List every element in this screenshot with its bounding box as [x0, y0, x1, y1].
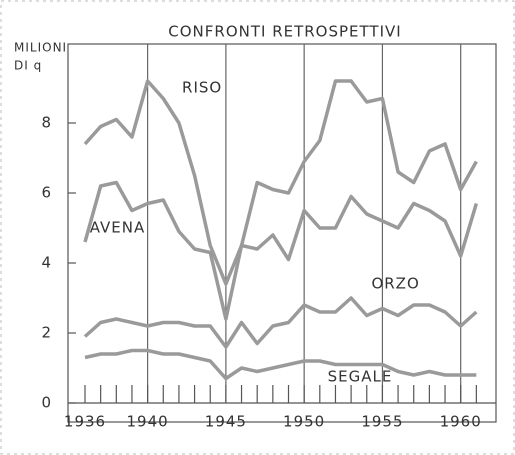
series-line: [84, 348, 477, 381]
series-label: AVENA: [90, 219, 146, 237]
series-line: [83, 79, 478, 286]
plot-frame: [67, 43, 497, 423]
y-tick-label: 4: [41, 254, 52, 272]
y-tick-label: 6: [41, 184, 52, 202]
chart-title: CONFRONTI RETROSPETTIVI: [168, 23, 401, 41]
y-tick-label: 0: [41, 394, 52, 412]
y-axis-label: MILIONI: [14, 41, 67, 55]
series-line: [83, 296, 478, 349]
series-line: [83, 180, 479, 321]
x-tick-label: 1940: [127, 413, 169, 431]
x-tick-label: 1960: [440, 413, 482, 431]
series-label: SEGALE: [328, 367, 393, 385]
series-label: RISO: [182, 79, 222, 97]
x-tick-label: 1950: [283, 413, 325, 431]
y-tick-label: 8: [41, 114, 52, 132]
x-tick-label: 1945: [205, 413, 247, 431]
y-tick-label: 2: [41, 324, 52, 342]
series-label: ORZO: [371, 275, 419, 293]
x-tick-label: 1936: [64, 413, 106, 431]
y-axis-label: DI q: [14, 59, 42, 73]
x-tick-label: 1955: [361, 413, 403, 431]
